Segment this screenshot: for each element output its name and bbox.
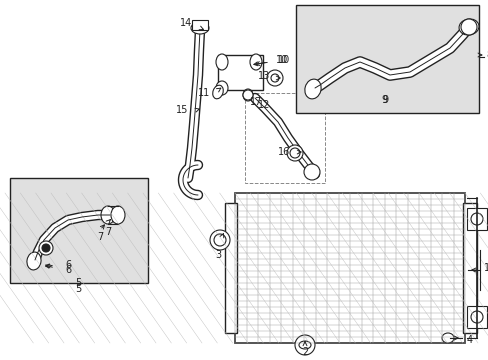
Text: 9: 9 xyxy=(381,95,387,105)
Circle shape xyxy=(294,335,314,355)
Circle shape xyxy=(39,241,53,255)
Text: 17: 17 xyxy=(249,97,262,107)
Text: 2: 2 xyxy=(301,347,307,357)
Ellipse shape xyxy=(27,252,41,270)
Text: 10: 10 xyxy=(278,55,290,65)
Text: 3: 3 xyxy=(215,250,221,260)
Bar xyxy=(218,55,263,90)
Bar xyxy=(462,203,476,333)
Ellipse shape xyxy=(214,234,225,246)
Text: 8: 8 xyxy=(485,50,488,60)
Ellipse shape xyxy=(191,22,208,34)
Circle shape xyxy=(460,19,476,35)
Circle shape xyxy=(266,70,283,86)
Circle shape xyxy=(470,213,482,225)
Ellipse shape xyxy=(441,333,453,343)
Bar xyxy=(10,178,148,283)
Text: 12: 12 xyxy=(258,100,270,110)
Text: 10: 10 xyxy=(275,55,287,65)
Text: 4: 4 xyxy=(466,335,472,345)
Text: 7: 7 xyxy=(104,227,111,237)
Text: 11: 11 xyxy=(197,88,209,98)
Bar xyxy=(244,93,325,183)
Text: 6: 6 xyxy=(65,265,71,275)
Ellipse shape xyxy=(101,206,115,224)
Text: 5: 5 xyxy=(75,284,81,294)
Circle shape xyxy=(243,90,252,100)
Ellipse shape xyxy=(249,54,262,70)
Bar xyxy=(235,193,464,343)
Ellipse shape xyxy=(304,79,321,99)
Ellipse shape xyxy=(216,81,227,95)
Text: 1: 1 xyxy=(483,263,488,273)
Text: 8: 8 xyxy=(486,52,488,62)
Bar xyxy=(466,306,486,328)
Bar xyxy=(192,20,207,30)
Circle shape xyxy=(209,230,229,250)
Ellipse shape xyxy=(111,206,125,224)
Circle shape xyxy=(215,235,224,245)
Text: 5: 5 xyxy=(75,278,81,288)
Ellipse shape xyxy=(298,341,310,349)
Bar xyxy=(295,5,478,113)
Text: 15: 15 xyxy=(175,105,187,115)
Text: 14: 14 xyxy=(180,18,192,28)
Circle shape xyxy=(289,148,299,158)
Circle shape xyxy=(470,311,482,323)
Text: 9: 9 xyxy=(380,95,386,105)
Ellipse shape xyxy=(212,85,223,99)
Bar xyxy=(224,203,237,333)
Text: 16: 16 xyxy=(277,147,289,157)
Circle shape xyxy=(270,74,279,82)
Circle shape xyxy=(304,164,319,180)
Text: 6: 6 xyxy=(65,260,71,270)
Text: 13: 13 xyxy=(257,71,269,81)
Ellipse shape xyxy=(216,54,227,70)
Ellipse shape xyxy=(458,19,478,35)
Circle shape xyxy=(286,145,303,161)
Bar xyxy=(466,208,486,230)
Ellipse shape xyxy=(243,89,252,101)
Circle shape xyxy=(42,244,50,252)
Text: 7: 7 xyxy=(97,232,103,242)
